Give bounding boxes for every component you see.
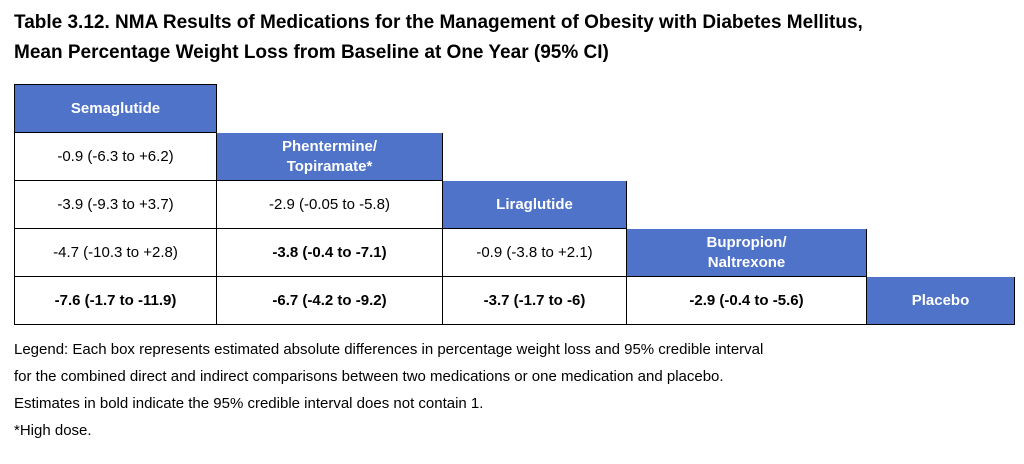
estimate-phentermine-vs-semaglutide: -0.9 (-6.3 to +6.2) (14, 132, 217, 181)
header-bupropion-line-2: Naltrexone (707, 253, 786, 271)
empty-cell (867, 181, 1015, 229)
empty-cell (867, 229, 1015, 277)
title-line-2: Mean Percentage Weight Loss from Baselin… (14, 42, 609, 63)
header-liraglutide: Liraglutide (442, 180, 627, 229)
header-bupropion-naltrexone: Bupropion/ Naltrexone (626, 228, 867, 277)
table-row: -4.7 (-10.3 to +2.8) -3.8 (-0.4 to -7.1)… (14, 228, 1015, 277)
estimate-placebo-vs-bupropion: -2.9 (-0.4 to -5.6) (626, 276, 867, 325)
legend-line-3: Estimates in bold indicate the 95% credi… (14, 395, 484, 412)
empty-cell (627, 133, 867, 181)
empty-cell (627, 181, 867, 229)
empty-cell (217, 85, 443, 133)
estimate-bupropion-vs-phentermine: -3.8 (-0.4 to -7.1) (216, 228, 443, 277)
estimate-bupropion-vs-semaglutide: -4.7 (-10.3 to +2.8) (14, 228, 217, 277)
estimate-liraglutide-vs-phentermine: -2.9 (-0.05 to -5.8) (216, 180, 443, 229)
table-legend: Legend: Each box represents estimated ab… (14, 336, 1014, 444)
legend-line-4: *High dose. (14, 422, 92, 439)
estimate-liraglutide-vs-semaglutide: -3.9 (-9.3 to +3.7) (14, 180, 217, 229)
estimate-placebo-vs-semaglutide: -7.6 (-1.7 to -11.9) (14, 276, 217, 325)
empty-cell (867, 133, 1015, 181)
table-row: -0.9 (-6.3 to +6.2) Phentermine/ Topiram… (14, 132, 1015, 181)
estimate-placebo-vs-phentermine: -6.7 (-4.2 to -9.2) (216, 276, 443, 325)
empty-cell (443, 133, 627, 181)
estimate-bupropion-vs-liraglutide: -0.9 (-3.8 to +2.1) (442, 228, 627, 277)
header-placebo: Placebo (866, 276, 1015, 325)
estimate-placebo-vs-liraglutide: -3.7 (-1.7 to -6) (442, 276, 627, 325)
empty-cell (867, 85, 1015, 133)
empty-cell (627, 85, 867, 133)
table-title: Table 3.12. NMA Results of Medications f… (14, 8, 1014, 68)
table-row: -7.6 (-1.7 to -11.9) -6.7 (-4.2 to -9.2)… (14, 276, 1015, 325)
header-phentermine-topiramate: Phentermine/ Topiramate* (216, 132, 443, 181)
empty-cell (443, 85, 627, 133)
header-semaglutide: Semaglutide (14, 84, 217, 133)
header-bupropion-line-1: Bupropion/ (706, 233, 787, 251)
title-line-1: Table 3.12. NMA Results of Medications f… (14, 12, 863, 33)
legend-line-1: Legend: Each box represents estimated ab… (14, 341, 764, 358)
legend-line-2: for the combined direct and indirect com… (14, 368, 724, 385)
header-phentermine-line-2: Topiramate* (286, 157, 373, 175)
header-phentermine-line-1: Phentermine/ (281, 137, 378, 155)
table-row: -3.9 (-9.3 to +3.7) -2.9 (-0.05 to -5.8)… (14, 180, 1015, 229)
nma-results-table: Semaglutide -0.9 (-6.3 to +6.2) Phenterm… (14, 84, 1015, 325)
table-row: Semaglutide (14, 84, 1015, 133)
